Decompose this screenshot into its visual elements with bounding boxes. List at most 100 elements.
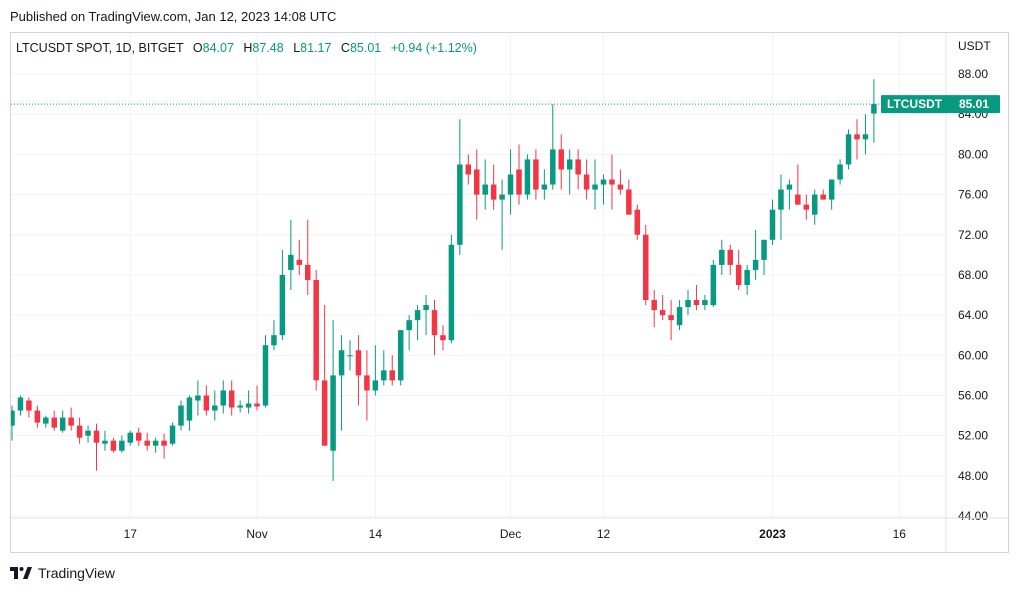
candle-body [381, 370, 387, 381]
legend-low-label: L [293, 41, 300, 55]
legend-open-label: O [193, 41, 203, 55]
last-price-symbol: LTCUSDT [887, 97, 943, 111]
candle-body [735, 264, 742, 285]
y-tick-label: 48.00 [958, 469, 988, 483]
candle-body [769, 209, 776, 240]
candle-body [795, 194, 801, 205]
footer-brand: TradingView [38, 565, 116, 581]
candle-body [845, 134, 852, 165]
candle-body [43, 417, 49, 424]
legend-close: 85.01 [350, 41, 381, 55]
candle-body [507, 174, 514, 195]
candle-body [169, 425, 176, 444]
x-tick-label: 16 [893, 527, 907, 541]
candle-body [643, 234, 649, 301]
last-price-value: 85.01 [959, 97, 989, 111]
candle-body [313, 279, 319, 381]
candle-body [59, 417, 66, 431]
candle-body [600, 179, 607, 185]
candle-body [76, 425, 83, 438]
candle-body [744, 269, 750, 285]
candle-body [499, 194, 505, 200]
chart-frame: 44.00 48.00 52.00 56.00 60.00 64.00 68.00 72.00… [9, 32, 1009, 553]
x-tick-label: 14 [369, 527, 383, 541]
candle-body [609, 179, 615, 185]
y-tick-label: 76.00 [958, 188, 988, 202]
candle-body [406, 320, 412, 331]
candle-body [68, 417, 74, 426]
candle-body [195, 395, 201, 401]
y-tick-label: 44.00 [958, 509, 988, 523]
candle-body [617, 184, 624, 190]
candle-body [533, 159, 539, 190]
candle-body [862, 134, 869, 140]
candle-body [659, 310, 666, 316]
candle-body [203, 395, 210, 411]
candle-body [245, 403, 252, 408]
candle-body [710, 264, 717, 306]
candle-body [575, 159, 581, 175]
candle-body [558, 149, 564, 170]
candle-body [17, 397, 24, 411]
candle-body [482, 184, 488, 195]
legend-change: +0.94 (+1.12%) [391, 41, 477, 55]
candle-body [685, 300, 691, 308]
candle-body [702, 300, 708, 306]
candle-body [279, 274, 286, 336]
candle-body [803, 204, 810, 210]
candle-body [330, 375, 336, 451]
candle-body [51, 417, 57, 428]
candle-body [457, 164, 463, 245]
legend-close-label: C [341, 41, 350, 55]
candle-body [592, 184, 598, 190]
candle-body [220, 390, 226, 406]
candle-body [34, 410, 41, 423]
legend-high-label: H [243, 41, 252, 55]
candle-body [9, 410, 15, 426]
candle-body [820, 194, 826, 200]
candle-body [634, 209, 641, 235]
y-tick-label: 60.00 [958, 348, 988, 362]
price-axis[interactable]: 44.00 48.00 52.00 56.00 60.00 64.00 68.00 72.00… [945, 33, 988, 552]
candle-body [727, 249, 733, 265]
legend-symbol: LTCUSDT SPOT, 1D, BITGET [16, 41, 184, 55]
candle-body [144, 440, 150, 446]
candle-body [490, 184, 497, 200]
candle-body [397, 330, 404, 381]
candle-body [186, 397, 193, 421]
candle-body [152, 440, 159, 446]
candle-body [102, 440, 108, 444]
candle-body [566, 159, 573, 170]
legend-high: 87.48 [252, 41, 283, 55]
candle-body [778, 189, 784, 210]
legend-open: 84.07 [203, 41, 234, 55]
candle-body [93, 430, 100, 443]
candle-body [626, 189, 632, 215]
candle-body [136, 432, 142, 441]
candle-body [786, 184, 793, 190]
candle-body [364, 375, 370, 391]
y-tick-label: 72.00 [958, 228, 988, 242]
x-tick-label: 17 [124, 527, 138, 541]
candle-body [812, 194, 818, 215]
x-tick-label: Nov [246, 527, 267, 541]
candle-body [414, 310, 421, 321]
y-tick-label: 80.00 [958, 147, 988, 161]
legend-low: 81.17 [300, 41, 331, 55]
candle-body [119, 440, 125, 451]
candle-body [262, 345, 269, 406]
published-note: Published on TradingView.com, Jan 12, 20… [10, 9, 337, 24]
candle-body [828, 179, 835, 200]
y-tick-label: 64.00 [958, 308, 988, 322]
time-axis[interactable]: 17 Nov 14 Dec 12 2023 16 [11, 517, 1008, 541]
candle-body [321, 380, 328, 446]
candle-body [583, 174, 590, 190]
last-price-label: LTCUSDT 85.01 [881, 95, 1000, 114]
candlestick-chart[interactable]: 44.00 48.00 52.00 56.00 60.00 64.00 68.00 72.00… [9, 33, 1008, 552]
tradingview-logo-icon [10, 567, 32, 579]
candle-body [761, 239, 767, 260]
candle-body [228, 390, 235, 408]
candle-body [752, 259, 759, 270]
candle-body [110, 440, 117, 451]
legend: LTCUSDT SPOT, 1D, BITGET O84.07 H87.48 L… [16, 41, 477, 55]
